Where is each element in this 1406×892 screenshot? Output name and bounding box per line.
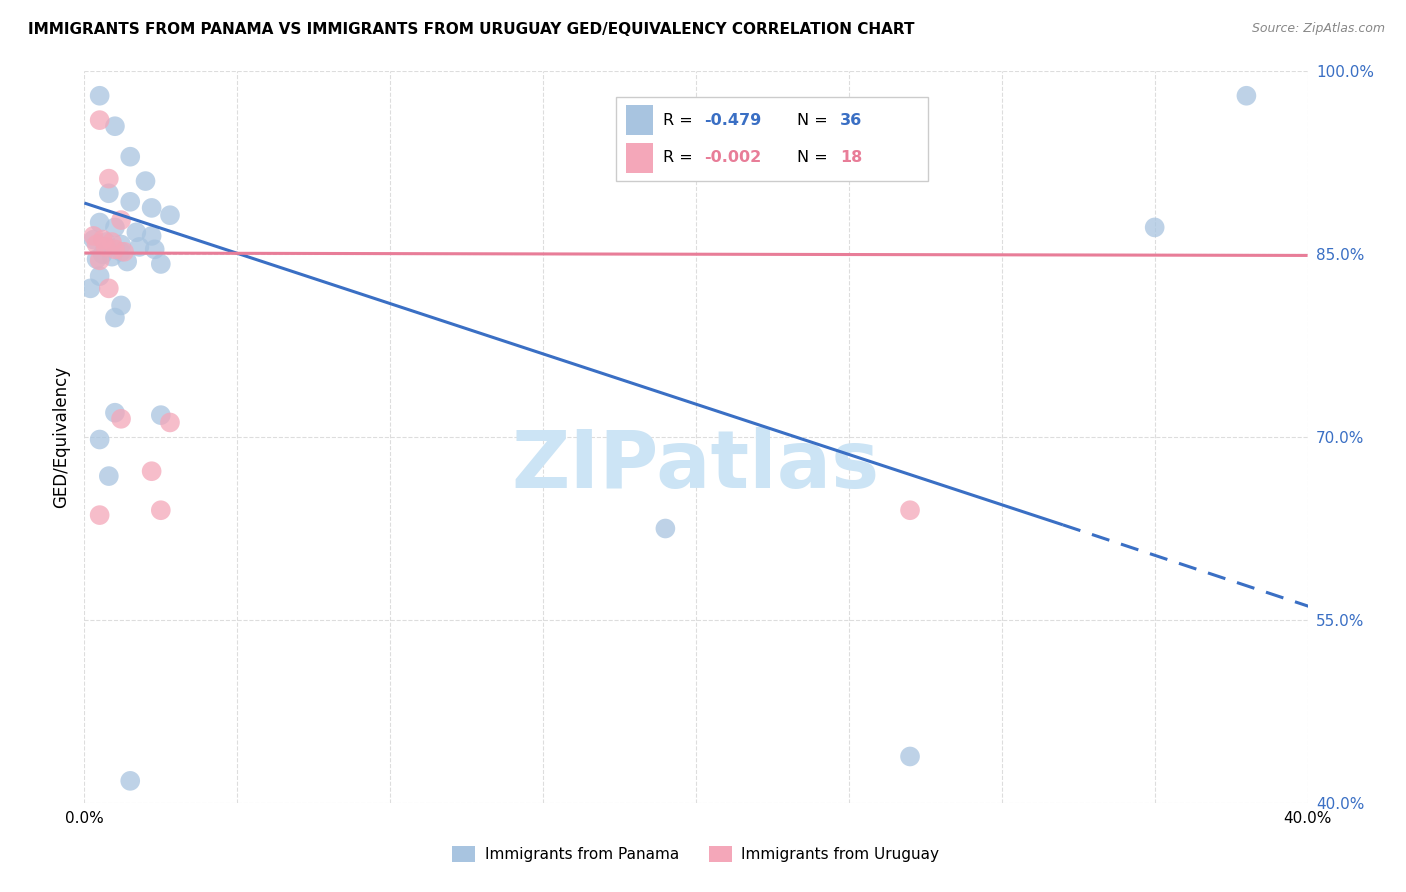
Point bbox=[83, 233, 105, 247]
Point bbox=[97, 186, 120, 201]
Point bbox=[94, 235, 117, 249]
Point bbox=[97, 469, 120, 483]
Point bbox=[115, 254, 138, 268]
Bar bbox=[626, 143, 654, 173]
Point bbox=[104, 119, 127, 133]
Point bbox=[128, 240, 150, 254]
Bar bbox=[616, 97, 928, 181]
Point bbox=[89, 113, 111, 128]
Point bbox=[141, 201, 163, 215]
Point bbox=[97, 171, 120, 186]
Text: -0.479: -0.479 bbox=[704, 112, 762, 128]
Text: 18: 18 bbox=[841, 151, 862, 165]
Point bbox=[898, 503, 921, 517]
Point bbox=[91, 247, 114, 261]
Point bbox=[86, 237, 108, 252]
Point bbox=[125, 225, 148, 239]
Point bbox=[143, 243, 166, 257]
Point bbox=[104, 406, 127, 420]
Point bbox=[94, 240, 117, 254]
Point bbox=[1143, 220, 1166, 235]
Text: N =: N = bbox=[797, 112, 834, 128]
Point bbox=[89, 253, 111, 268]
Point bbox=[110, 412, 132, 426]
Point bbox=[104, 310, 127, 325]
Point bbox=[104, 220, 127, 235]
Point bbox=[120, 194, 142, 209]
Point bbox=[83, 228, 105, 243]
Text: -0.002: -0.002 bbox=[704, 151, 762, 165]
Text: Source: ZipAtlas.com: Source: ZipAtlas.com bbox=[1251, 22, 1385, 36]
Point bbox=[898, 749, 921, 764]
Point bbox=[149, 257, 172, 271]
Text: IMMIGRANTS FROM PANAMA VS IMMIGRANTS FROM URUGUAY GED/EQUIVALENCY CORRELATION CH: IMMIGRANTS FROM PANAMA VS IMMIGRANTS FRO… bbox=[28, 22, 915, 37]
Y-axis label: GED/Equivalency: GED/Equivalency bbox=[52, 366, 70, 508]
Text: R =: R = bbox=[664, 112, 697, 128]
Point bbox=[89, 88, 111, 103]
Point bbox=[141, 464, 163, 478]
Point bbox=[110, 237, 132, 252]
Point bbox=[120, 150, 142, 164]
Point bbox=[86, 252, 108, 266]
Text: 36: 36 bbox=[841, 112, 862, 128]
Point bbox=[112, 244, 135, 259]
Point bbox=[141, 228, 163, 243]
Point bbox=[110, 213, 132, 227]
Point bbox=[97, 281, 120, 295]
Point bbox=[89, 433, 111, 447]
Point bbox=[110, 244, 132, 259]
Point bbox=[654, 521, 676, 535]
Bar bbox=[626, 104, 654, 136]
Legend: Immigrants from Panama, Immigrants from Uruguay: Immigrants from Panama, Immigrants from … bbox=[446, 840, 946, 868]
Point bbox=[120, 773, 142, 788]
Text: N =: N = bbox=[797, 151, 834, 165]
Point bbox=[149, 408, 172, 422]
Text: ZIPatlas: ZIPatlas bbox=[512, 427, 880, 506]
Point bbox=[110, 298, 132, 312]
Point bbox=[104, 243, 127, 257]
Point bbox=[79, 281, 101, 295]
Point bbox=[101, 250, 124, 264]
Point bbox=[89, 269, 111, 284]
Point bbox=[1236, 88, 1258, 103]
Point bbox=[101, 235, 124, 249]
Point bbox=[149, 503, 172, 517]
Point bbox=[159, 416, 181, 430]
Point bbox=[91, 233, 114, 247]
Point bbox=[135, 174, 157, 188]
Text: R =: R = bbox=[664, 151, 697, 165]
Point bbox=[89, 215, 111, 229]
Point bbox=[159, 208, 181, 222]
Point bbox=[89, 508, 111, 522]
